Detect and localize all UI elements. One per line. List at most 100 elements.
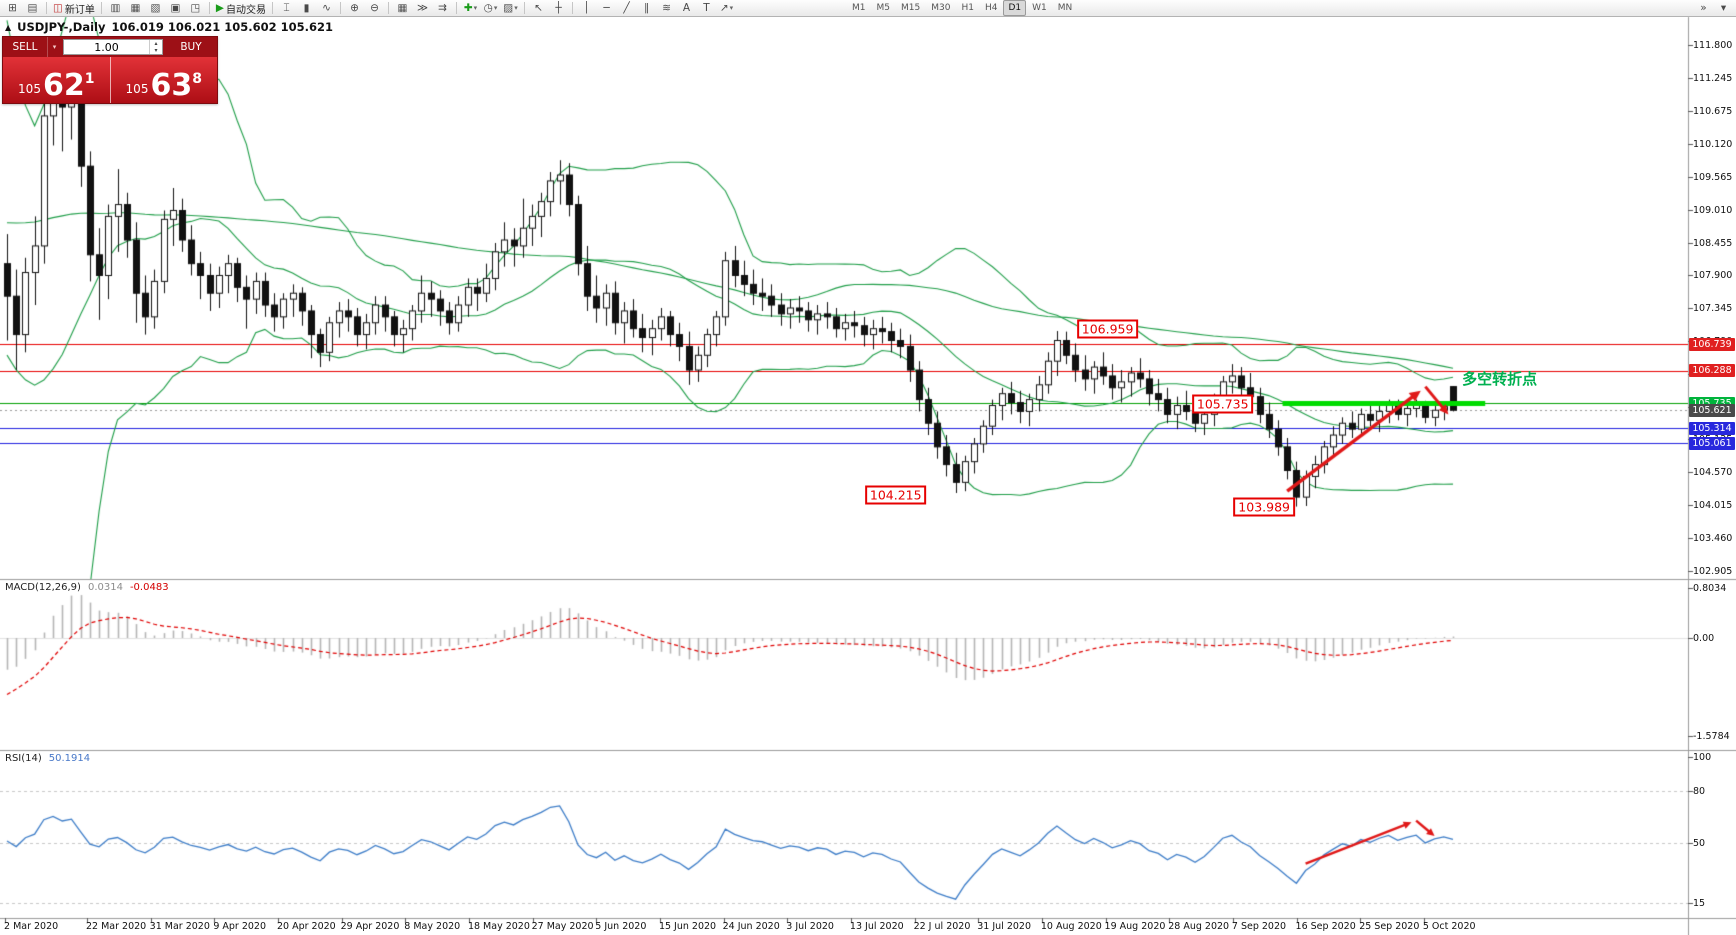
sell-button[interactable]: SELL xyxy=(12,41,38,53)
top-toolbar: ⊞ ▤ ◫ 新订单 ▥ ▦ ▧ ▣ ◳ ▶ 自动交易 ⌶ ▮ ∿ ⊕ ⊖ ▦ ≫ ⇉ ✚ ▾ ◷ ▾ ▨ ▾ ↖ ┼ │ ─ ╱ ∥ ≋ A T ↗… xyxy=(0,0,1736,17)
price-scale-label: 109.565 xyxy=(1693,172,1733,184)
price-tag: 105.314 xyxy=(1689,421,1735,435)
timeframe-mn[interactable]: MN xyxy=(1057,3,1073,13)
sell-options-dropdown-icon[interactable]: ▾ xyxy=(47,37,61,57)
new-order-button[interactable]: ◫ 新订单 xyxy=(51,1,97,16)
toolbar-separator xyxy=(572,2,573,14)
tile-windows-icon[interactable]: ▦ xyxy=(393,1,412,16)
toolbar-separator xyxy=(208,2,210,14)
data-window-icon[interactable]: ▦ xyxy=(126,1,145,16)
crosshair-icon[interactable]: ┼ xyxy=(549,1,568,16)
date-label: 13 Jul 2020 xyxy=(849,921,904,932)
date-label: 31 Mar 2020 xyxy=(149,921,210,932)
price-label-box[interactable]: 106.959 xyxy=(1076,319,1139,339)
buy-price-small: 105 xyxy=(125,82,149,96)
sell-price-sup: 1 xyxy=(84,71,95,87)
collapse-panel-icon[interactable]: ▲ xyxy=(5,22,12,32)
text-icon[interactable]: A xyxy=(677,1,696,16)
arrows-menu-icon-arrow: ▾ xyxy=(729,4,734,12)
price-tag: 105.061 xyxy=(1689,436,1735,450)
price-label-box[interactable]: 105.735 xyxy=(1191,394,1254,414)
periods-menu-icon: ◷ xyxy=(483,2,493,14)
timeframe-m1[interactable]: M1 xyxy=(852,3,866,13)
timeframe-m15[interactable]: M15 xyxy=(901,3,921,13)
cursor-icon[interactable]: ↖ xyxy=(529,1,548,16)
trendline-icon[interactable]: ╱ xyxy=(617,1,636,16)
date-label: 7 Sep 2020 xyxy=(1231,921,1287,932)
chart-shift-icon[interactable]: ⇉ xyxy=(433,1,452,16)
autotrading-button[interactable]: ▶ 自动交易 xyxy=(214,1,268,16)
date-label: 27 May 2020 xyxy=(531,921,594,932)
text-label-icon[interactable]: T xyxy=(697,1,716,16)
market-watch-icon: ▥ xyxy=(110,2,121,14)
terminal-icon: ▣ xyxy=(170,2,181,14)
date-label: 19 Aug 2020 xyxy=(1104,921,1166,932)
macd-scale-label: -1.5784 xyxy=(1693,730,1730,742)
date-label: 22 Mar 2020 xyxy=(86,921,147,932)
line-chart-icon[interactable]: ∿ xyxy=(317,1,336,16)
vertical-line-icon[interactable]: │ xyxy=(577,1,596,16)
timeframe-h4[interactable]: H4 xyxy=(984,3,998,13)
turning-point-annotation[interactable]: 多空转折点 xyxy=(1462,369,1538,388)
price-scale-label: 110.675 xyxy=(1693,106,1733,118)
terminal-icon[interactable]: ▣ xyxy=(166,1,185,16)
price-label-box[interactable]: 103.989 xyxy=(1233,497,1296,517)
volume-input[interactable] xyxy=(64,40,149,54)
volume-field-wrap: ▴ ▾ xyxy=(63,39,163,55)
trendline-icon: ╱ xyxy=(623,2,630,14)
buy-price-button[interactable]: 105 63 8 xyxy=(111,57,218,103)
fibonacci-icon[interactable]: ≋ xyxy=(657,1,676,16)
arrows-menu-icon[interactable]: ↗ ▾ xyxy=(717,1,736,16)
sell-price-button[interactable]: 105 62 1 xyxy=(3,57,110,103)
horizontal-line-icon[interactable]: ─ xyxy=(597,1,616,16)
timeframe-m5[interactable]: M5 xyxy=(876,3,891,13)
price-scale-label: 103.460 xyxy=(1693,532,1733,544)
profiles-icon: ▤ xyxy=(27,2,38,14)
volume-up-icon[interactable]: ▴ xyxy=(154,39,158,47)
new-chart-icon[interactable]: ⊞ xyxy=(3,1,22,16)
price-tag: 106.288 xyxy=(1689,364,1735,378)
sell-price-small: 105 xyxy=(18,82,41,96)
price-label-box[interactable]: 104.215 xyxy=(864,485,927,505)
date-label: 18 May 2020 xyxy=(467,921,530,932)
toolbar-separator xyxy=(340,2,341,14)
periods-menu-icon[interactable]: ◷ ▾ xyxy=(481,1,500,16)
buy-button[interactable]: BUY xyxy=(180,41,202,53)
market-watch-icon[interactable]: ▥ xyxy=(106,1,125,16)
bar-chart-icon: ⌶ xyxy=(283,1,290,14)
zoom-in-icon: ⊕ xyxy=(350,2,359,14)
zoom-in-icon[interactable]: ⊕ xyxy=(345,1,364,16)
zoom-out-icon: ⊖ xyxy=(370,2,379,14)
price-scale-label: 111.800 xyxy=(1693,40,1733,51)
date-label: 2 Mar 2020 xyxy=(4,921,59,932)
bar-chart-icon[interactable]: ⌶ xyxy=(277,1,296,16)
macd-name: MACD(12,26,9) xyxy=(5,582,81,593)
toolbar-customize-icon[interactable]: » xyxy=(1700,2,1707,14)
timeframe-m30[interactable]: M30 xyxy=(931,3,951,13)
volume-spinner: ▴ ▾ xyxy=(149,40,162,54)
cursor-icon: ↖ xyxy=(534,2,543,14)
volume-down-icon[interactable]: ▾ xyxy=(154,46,158,54)
timeframe-w1[interactable]: W1 xyxy=(1032,3,1047,13)
date-label: 16 Sep 2020 xyxy=(1295,921,1356,932)
navigator-icon[interactable]: ▧ xyxy=(146,1,165,16)
auto-scroll-icon[interactable]: ≫ xyxy=(413,1,432,16)
zoom-out-icon[interactable]: ⊖ xyxy=(365,1,384,16)
rsi-scale-label: 50 xyxy=(1693,838,1706,849)
candlestick-chart-icon[interactable]: ▮ xyxy=(297,1,316,16)
toolbar-more-icon[interactable]: ▾ xyxy=(1720,2,1727,14)
templates-menu-icon[interactable]: ▨ ▾ xyxy=(501,1,520,16)
rsi-scale-label: 15 xyxy=(1693,898,1706,910)
equidistant-channel-icon[interactable]: ∥ xyxy=(637,1,656,16)
date-label: 10 Aug 2020 xyxy=(1040,921,1102,932)
strategy-tester-icon[interactable]: ◳ xyxy=(186,1,205,16)
macd-indicator-label: MACD(12,26,9) 0.0314 -0.0483 xyxy=(5,582,169,593)
tile-windows-icon: ▦ xyxy=(397,2,408,14)
indicators-menu-icon[interactable]: ✚ ▾ xyxy=(461,1,480,16)
timeframe-d1[interactable]: D1 xyxy=(1003,0,1027,16)
rsi-scale-label: 80 xyxy=(1693,786,1706,798)
profiles-icon[interactable]: ▤ xyxy=(23,1,42,16)
trade-panel-divider xyxy=(109,57,111,103)
timeframe-h1[interactable]: H1 xyxy=(961,3,974,13)
